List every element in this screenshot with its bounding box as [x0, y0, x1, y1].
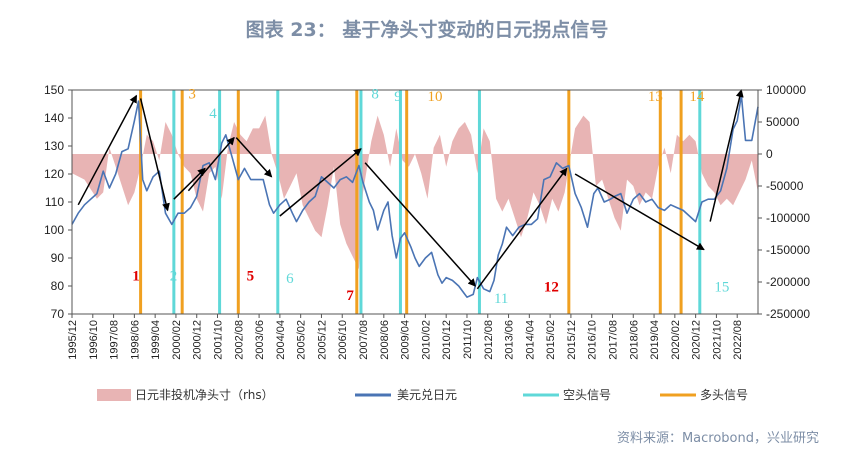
x-tick-label: 2007/08 [358, 320, 370, 360]
trend-arrow [77, 94, 138, 206]
legend: 日元非投机净头寸（rhs） 美元兑日元 空头信号 多头信号 [97, 387, 748, 402]
x-tick-label: 2015/02 [545, 320, 557, 360]
signal-label: 6 [286, 271, 294, 287]
y-right-tick-label: -150000 [766, 243, 810, 257]
signal-label: 9 [394, 89, 402, 105]
net-position-bars [72, 115, 758, 270]
x-tick-label: 1997/08 [109, 320, 121, 360]
x-tick-label: 1996/10 [88, 320, 100, 360]
y-left-tick-label: 120 [44, 167, 64, 181]
y-left-tick-label: 90 [51, 251, 65, 265]
x-tick-label: 2000/12 [192, 320, 204, 360]
legend-swatch [97, 389, 131, 401]
signal-label: 10 [427, 89, 442, 105]
x-tick-label: 2001/10 [213, 320, 225, 360]
y-left-tick-label: 110 [45, 195, 64, 209]
signal-label: 12 [544, 280, 559, 296]
trend-arrow [235, 137, 273, 178]
legend-label: 空头信号 [563, 388, 611, 402]
x-tick-label: 2021/10 [711, 320, 723, 360]
signal-label: 14 [689, 89, 705, 105]
x-tick-label: 2012/08 [483, 320, 495, 360]
x-tick-label: 2003/06 [254, 320, 266, 360]
x-tick-label: 2020/02 [670, 320, 682, 360]
signal-label: 4 [209, 106, 217, 122]
x-tick-label: 2015/12 [566, 320, 578, 360]
trend-arrow [364, 162, 476, 287]
trend-arrow [173, 167, 206, 200]
x-tick-label: 1995/12 [67, 320, 79, 360]
signal-label: 13 [648, 89, 663, 105]
x-tick-label: 2016/10 [587, 320, 599, 360]
x-tick-label: 2011/10 [462, 320, 474, 359]
y-left-tick-label: 70 [51, 307, 65, 321]
x-tick-label: 2010/02 [420, 320, 432, 360]
trend-arrow [574, 173, 705, 251]
x-tick-label: 2014/04 [524, 320, 536, 360]
legend-label: 美元兑日元 [397, 388, 457, 402]
y-right-tick-label: 0 [766, 147, 773, 161]
x-tick-label: 2005/12 [316, 320, 328, 360]
x-tick-label: 1999/04 [150, 320, 162, 360]
y-right-tick-label: -100000 [766, 211, 810, 225]
signal-label: 15 [714, 280, 729, 296]
legend-label: 日元非投机净头寸（rhs） [135, 387, 274, 402]
y-left-tick-label: 100 [44, 223, 64, 237]
legend-label: 多头信号 [700, 388, 748, 402]
y-left-tick-label: 150 [44, 83, 64, 97]
usdjpy-series [71, 94, 759, 299]
trend-arrow [279, 148, 362, 217]
x-tick-label: 2009/04 [400, 320, 412, 360]
x-tick-label: 2022/08 [732, 320, 744, 360]
y-left-tick-label: 80 [51, 279, 65, 293]
y-right-tick-label: -200000 [766, 275, 810, 289]
x-tick-label: 2020/12 [691, 320, 703, 360]
trend-arrow [139, 98, 170, 212]
trend-arrows [77, 89, 744, 290]
signal-label: 5 [247, 268, 255, 284]
net-position-area [72, 115, 758, 270]
x-tick-label: 2019/04 [649, 320, 661, 360]
chart-title: 图表 23： 基于净头寸变动的日元拐点信号 [246, 18, 609, 41]
signal-label: 2 [170, 268, 178, 284]
y-right-tick-label: -50000 [766, 179, 804, 193]
x-tick-label: 2002/08 [233, 320, 245, 360]
signal-label: 11 [494, 291, 508, 307]
x-tick-label: 2004/04 [275, 320, 287, 360]
x-tick-label: 2017/08 [607, 320, 619, 360]
axes: 708090100110120130140150-250000-200000-1… [44, 83, 810, 360]
y-right-tick-label: -250000 [766, 307, 810, 321]
signal-label: 3 [188, 86, 196, 102]
signal-label: 7 [346, 288, 354, 304]
x-tick-label: 2005/02 [296, 320, 308, 360]
x-tick-label: 2006/10 [337, 320, 349, 360]
y-right-tick-label: 50000 [766, 115, 800, 129]
x-tick-label: 1998/06 [129, 320, 141, 360]
x-tick-label: 2013/06 [504, 320, 516, 360]
signal-label: 8 [371, 86, 379, 102]
x-tick-label: 2000/02 [171, 320, 183, 360]
x-tick-label: 2018/06 [628, 320, 640, 360]
trend-arrow [709, 89, 744, 222]
trend-arrow [476, 167, 568, 290]
y-left-tick-label: 130 [44, 139, 64, 153]
trend-arrow [187, 136, 235, 192]
source-note: 资料来源：Macrobond，兴业研究 [617, 431, 819, 446]
y-right-tick-label: 100000 [766, 83, 806, 97]
signal-label: 1 [132, 268, 140, 284]
x-tick-label: 2010/12 [441, 320, 453, 360]
x-tick-label: 2008/06 [379, 320, 391, 360]
usdjpy-line [71, 94, 759, 299]
y-left-tick-label: 140 [44, 111, 64, 125]
